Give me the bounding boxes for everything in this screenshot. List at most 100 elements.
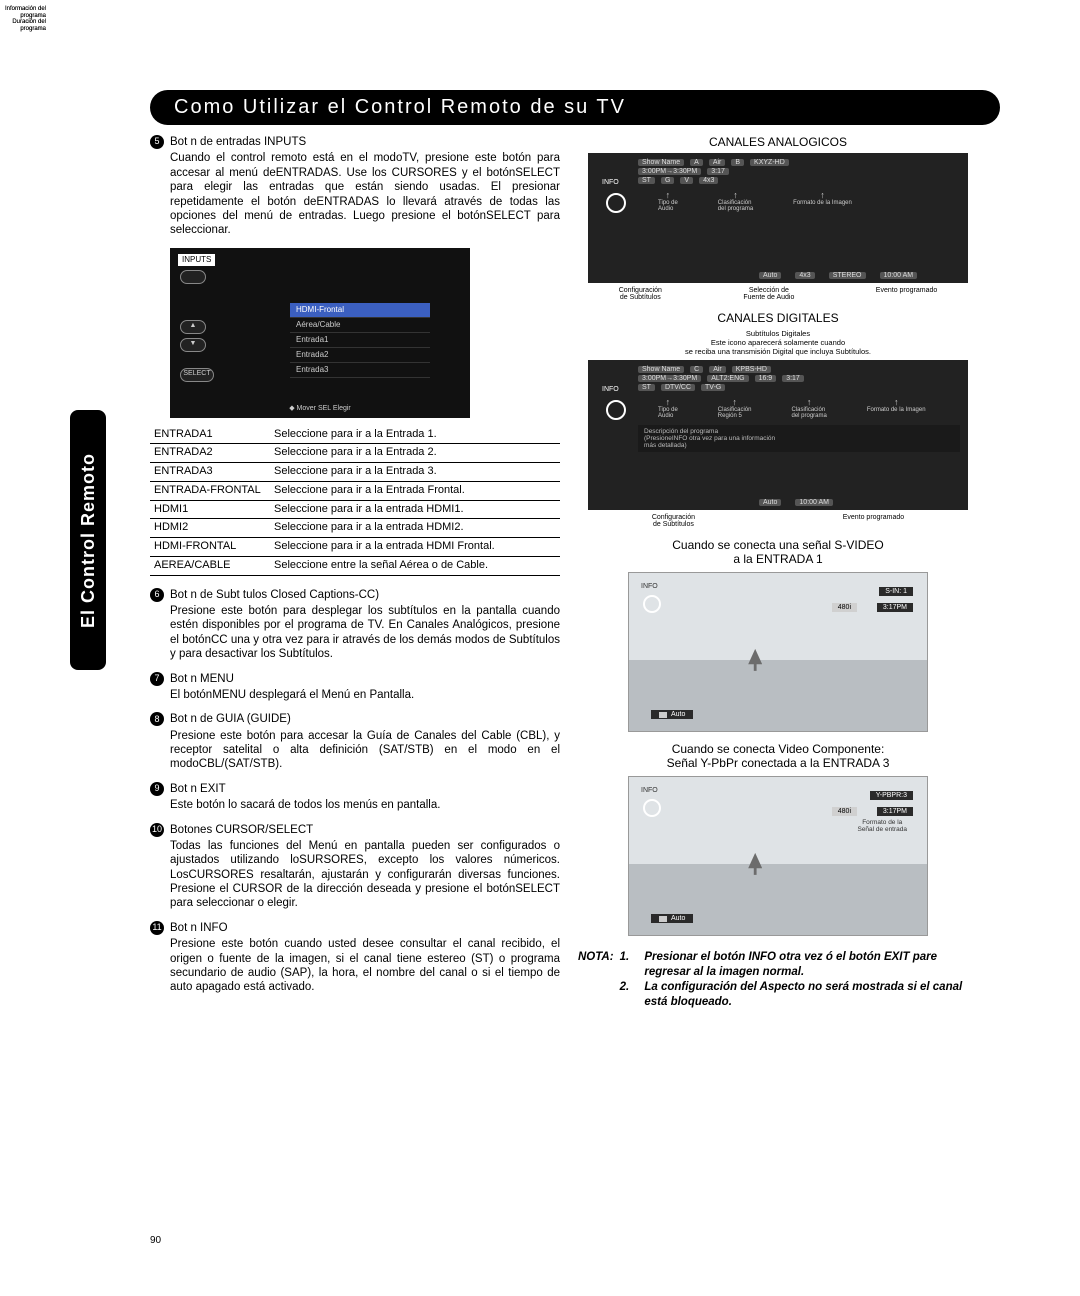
table-row: HDMI-FRONTALSeleccione para ir a la entr… — [150, 538, 560, 557]
table-cell: ENTRADA2 — [150, 444, 270, 463]
item-title-11: Bot n INFO — [170, 921, 228, 935]
osd-chip: Air — [709, 366, 726, 373]
nota-text-2: La configuración del Aspecto no será mos… — [644, 980, 978, 1010]
osd-row: 3:00PM→3:30PM3:17 — [638, 168, 960, 175]
svideo-source-tag: S-IN: 1 — [879, 587, 913, 596]
osd-arrow-label: Clasificación del programa — [718, 190, 753, 212]
table-cell: Seleccione para ir a la Entrada Frontal. — [270, 481, 560, 500]
osd-left-labels: Información del programaDuración del pro… — [0, 6, 46, 32]
tree-icon — [748, 649, 762, 671]
table-cell: ENTRADA3 — [150, 463, 270, 482]
svideo-time-tag: 3:17PM — [877, 603, 913, 612]
inputs-menu-list: HDMI-FrontalAérea/CableEntrada1Entrada2E… — [290, 303, 430, 378]
table-row: ENTRADA3Seleccione para ir a la Entrada … — [150, 463, 560, 482]
component-caption: Cuando se conecta Video Componente: Seña… — [578, 742, 978, 770]
component-format-label: Formato de la Señal de entrada — [857, 819, 907, 833]
table-cell: Seleccione para ir a la Entrada 2. — [270, 444, 560, 463]
inputs-menu-item: HDMI-Frontal — [290, 303, 430, 318]
analog-osd: INFO Show NameAAirBKXYZ-HD 3:00PM→3:30PM3… — [588, 153, 968, 283]
osd-caption-label: Selección de Fuente de Audio — [743, 287, 794, 301]
left-column: 5 Bot n de entradas INPUTS Cuando el con… — [150, 135, 560, 1010]
osd-chip: 10:00 AM — [795, 499, 833, 506]
osd-row: Show NameCAirKPBS-HD — [638, 366, 960, 373]
item-title-5: Bot n de entradas INPUTS — [170, 135, 306, 149]
page-number: 90 — [150, 1235, 161, 1246]
item-title-10: Botones CURSOR/SELECT — [170, 823, 313, 837]
table-cell: ENTRADA1 — [150, 426, 270, 444]
osd-chip: STEREO — [829, 272, 866, 279]
svideo-snapshot: INFO S-IN: 1 480i 3:17PM Auto — [628, 572, 928, 732]
osd-chip: 4x3 — [699, 177, 718, 184]
item-body-8: Presione este botón para accesar la Guía… — [170, 729, 560, 772]
inputs-label: INPUTS — [178, 254, 215, 266]
analog-heading: CANALES ANALOGICOS — [578, 135, 978, 149]
down-key-icon: ▼ — [180, 338, 206, 352]
osd-chip: ALT2:ENG — [707, 375, 748, 382]
item-title-9: Bot n EXIT — [170, 782, 226, 796]
item-10: 10 Botones CURSOR/SELECT Todas las funci… — [150, 823, 560, 911]
item-5: 5 Bot n de entradas INPUTS Cuando el con… — [150, 135, 560, 238]
osd-chip: A — [690, 159, 703, 166]
table-row: ENTRADA1Seleccione para ir a la Entrada … — [150, 426, 560, 444]
osd-chip: DTV/CC — [661, 384, 695, 391]
item-7: 7 Bot n MENU El botónMENU desplegará el … — [150, 672, 560, 703]
osd-row: STGV4x3 — [638, 177, 960, 184]
page-header: Como Utilizar el Control Remoto de su TV — [150, 90, 1000, 125]
table-cell: Seleccione para ir a la Entrada 3. — [270, 463, 560, 482]
item-number-10: 10 — [150, 823, 164, 837]
osd-row: STDTV/CCTV-G — [638, 384, 960, 391]
table-cell: Seleccione para ir a la entrada HDMI1. — [270, 500, 560, 519]
osd-chip: 3:17 — [707, 168, 729, 175]
table-row: HDMI2Seleccione para ir a la entrada HDM… — [150, 519, 560, 538]
osd-chip: 16:9 — [755, 375, 777, 382]
component-time-tag: 3:17PM — [877, 807, 913, 816]
page-title: Como Utilizar el Control Remoto de su TV — [174, 96, 626, 118]
osd-chip: 3:17 — [782, 375, 804, 382]
table-cell: Seleccione para ir a la entrada HDMI2. — [270, 519, 560, 538]
osd-arrow-label: Clasificación del programa — [791, 397, 826, 419]
osd-caption-label: Evento programado — [843, 514, 904, 528]
digital-captions: Configuración de SubtítulosEvento progra… — [578, 514, 978, 528]
osd-caption-label: Evento programado — [876, 287, 937, 301]
osd-bottom-row: Auto4x3STEREO10:00 AM — [759, 272, 917, 279]
osd-chip: Auto — [759, 272, 781, 279]
component-snapshot: INFO Y-PBPR:3 480i 3:17PM Formato de la … — [628, 776, 928, 936]
item-body-5: Cuando el control remoto está en el modo… — [170, 151, 560, 237]
component-auto-chip: Auto — [651, 914, 693, 923]
nota-num-1: 1. — [620, 950, 630, 980]
table-cell: HDMI-FRONTAL — [150, 538, 270, 557]
table-row: ENTRADA-FRONTALSeleccione para ir a la E… — [150, 481, 560, 500]
item-8: 8 Bot n de GUIA (GUIDE) Presione este bo… — [150, 712, 560, 772]
inputs-menu-item: Entrada3 — [290, 363, 430, 378]
osd-arrow-label: Tipo de Audio — [658, 397, 678, 419]
nota-num-2: 2. — [620, 980, 630, 1010]
osd-chip: G — [661, 177, 674, 184]
component-source-tag: Y-PBPR:3 — [870, 791, 913, 800]
select-key: SELECT — [180, 368, 214, 382]
analog-info-label: INFO — [602, 179, 619, 186]
item-title-8: Bot n de GUIA (GUIDE) — [170, 712, 291, 726]
item-body-10: Todas las funciones del Menú en pantalla… — [170, 839, 560, 911]
item-11: 11 Bot n INFO Presione este botón cuando… — [150, 921, 560, 995]
item-9: 9 Bot n EXIT Este botón lo sacará de tod… — [150, 782, 560, 813]
item-body-7: El botónMENU desplegará el Menú en Panta… — [170, 688, 560, 702]
digital-subcaption: Subtítulos Digitales Este icono aparecer… — [578, 329, 978, 356]
osd-arrow-labels: Tipo de AudioClasificación Región 5Clasi… — [658, 397, 960, 419]
item-number-5: 5 — [150, 135, 164, 149]
item-title-6: Bot n de Subt tulos Closed Captions-CC) — [170, 588, 379, 602]
item-body-11: Presione este botón cuando usted desee c… — [170, 937, 560, 995]
item-body-6: Presione este botón para desplegar los s… — [170, 604, 560, 662]
item-number-11: 11 — [150, 921, 164, 935]
osd-chip: ST — [638, 177, 655, 184]
osd-arrow-label: Formato de la Imagen — [867, 397, 926, 419]
osd-chip: Auto — [759, 499, 781, 506]
tree-icon — [748, 853, 762, 875]
osd-row: Show NameAAirBKXYZ-HD — [638, 159, 960, 166]
svideo-auto-label: Auto — [671, 711, 685, 718]
digital-info-label: INFO — [602, 386, 619, 393]
item-6: 6 Bot n de Subt tulos Closed Captions-CC… — [150, 588, 560, 662]
digital-heading: CANALES DIGITALES — [578, 311, 978, 325]
inputs-menu-item: Aérea/Cable — [290, 318, 430, 333]
info-icon — [643, 595, 661, 613]
osd-chip: TV-G — [701, 384, 725, 391]
